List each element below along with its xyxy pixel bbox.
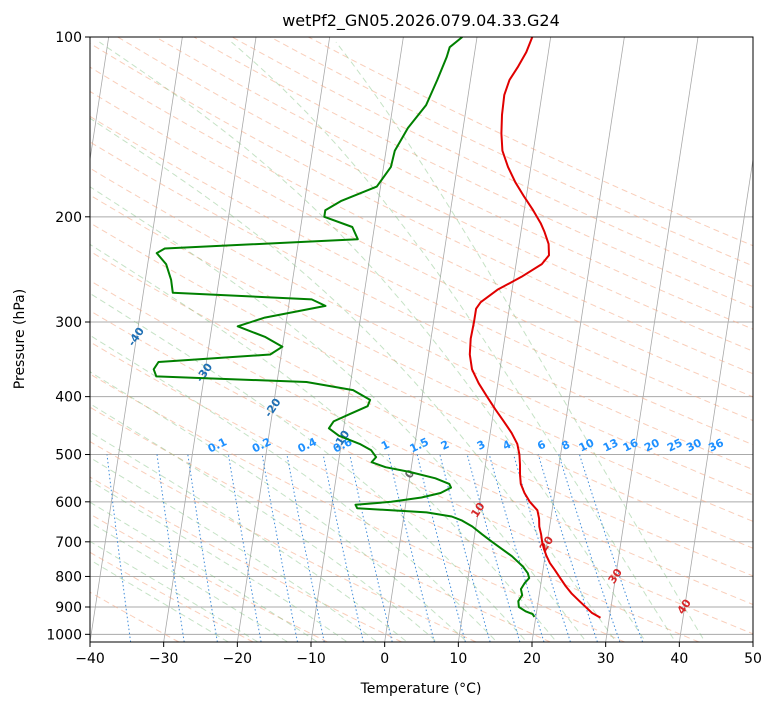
mixing-ratio-label: 30 xyxy=(684,436,704,455)
mixing-ratio-lines xyxy=(106,454,644,642)
x-tick-label: 30 xyxy=(597,651,615,667)
y-tick-label: 900 xyxy=(55,600,82,616)
mixing-ratio-label: 16 xyxy=(621,436,641,455)
x-tick-label: 20 xyxy=(523,651,541,667)
dry-adiabat-line xyxy=(90,194,753,522)
mixing-ratio-line xyxy=(349,454,393,642)
x-axis-label: Temperature (°C) xyxy=(360,681,482,697)
mixing-ratio-label: 13 xyxy=(601,436,620,454)
dry-adiabat-line xyxy=(90,406,551,642)
y-tick-label: 200 xyxy=(55,210,82,226)
x-tick-label: 0 xyxy=(380,651,389,667)
dry-adiabat-line xyxy=(90,310,753,635)
moist-adiabat-line xyxy=(90,501,319,642)
isotherm-line xyxy=(163,37,257,642)
mixing-ratio-line xyxy=(537,454,598,642)
dry-adiabat-line xyxy=(90,66,753,398)
dry-adiabat-line xyxy=(90,42,753,375)
dry-adiabat-line xyxy=(90,280,753,606)
dry-adiabat-line xyxy=(155,37,753,330)
isotherm-line xyxy=(90,37,183,642)
skewed-isotherms xyxy=(90,37,753,642)
x-tick-label: −20 xyxy=(223,651,253,667)
mixing-ratio-line xyxy=(466,454,521,642)
chart-title: wetPf2_GN05.2026.079.04.33.G24 xyxy=(282,11,560,31)
moist-adiabat-line xyxy=(90,117,617,642)
dry-adiabat-line xyxy=(90,250,753,577)
y-tick-label: 1000 xyxy=(46,627,82,643)
isotherm-line xyxy=(236,37,331,642)
dry-adiabat-line xyxy=(90,476,402,642)
x-tick-label: −40 xyxy=(75,651,105,667)
x-tick-label: 40 xyxy=(670,651,688,667)
y-axis-ticks: 100 200 300 400 500 600 700 800 900 1000 xyxy=(46,30,90,643)
y-tick-label: 800 xyxy=(55,569,82,585)
mixing-ratio-line xyxy=(558,454,621,642)
moist-adiabats xyxy=(90,41,706,642)
dry-adiabats xyxy=(90,37,753,642)
moist-adiabat-line xyxy=(335,41,706,642)
moist-adiabat-line xyxy=(90,243,558,642)
dry-adiabat-line xyxy=(90,141,753,471)
mixing-ratio-line xyxy=(416,454,466,642)
isotherm-line xyxy=(457,37,552,642)
dry-adiabat-line xyxy=(193,37,753,309)
y-tick-label: 700 xyxy=(55,535,82,551)
mixing-ratio-line xyxy=(439,454,491,642)
mixing-ratio-label: 25 xyxy=(665,436,684,454)
moist-adiabat-line xyxy=(90,456,379,642)
mixing-ratio-line xyxy=(322,454,364,642)
x-tick-label: 10 xyxy=(449,651,467,667)
isotherm-line xyxy=(384,37,478,642)
moist-adiabat-line xyxy=(90,371,468,642)
moist-adiabat-line xyxy=(231,41,677,642)
isotherm-line xyxy=(605,37,699,642)
isotherm-line xyxy=(90,37,110,163)
dry-adiabat-line xyxy=(90,167,753,496)
moist-adiabat-line xyxy=(90,186,588,642)
dry-adiabat-line xyxy=(90,373,625,642)
mixing-ratio-line xyxy=(579,454,644,642)
moist-adiabat-line xyxy=(90,431,408,642)
isotherm-line xyxy=(310,37,404,642)
x-tick-label: −10 xyxy=(296,651,326,667)
x-tick-label: 50 xyxy=(744,651,762,667)
dewpoint-profile-line xyxy=(152,37,536,618)
moist-adiabat-line xyxy=(90,480,349,642)
x-axis-ticks: −40 −30 −20 −10 0 10 20 30 40 50 xyxy=(75,642,762,667)
y-axis-label: Pressure (hPa) xyxy=(12,289,28,389)
sounding-profiles xyxy=(152,37,601,619)
moist-adiabat-line xyxy=(90,521,289,642)
dry-adiabat-line xyxy=(90,513,328,642)
isotherm-line xyxy=(678,156,753,642)
mixing-ratio-label: 36 xyxy=(706,436,726,455)
mixing-ratio-label: 20 xyxy=(642,436,662,455)
moist-adiabat-line xyxy=(90,540,259,642)
y-tick-label: 400 xyxy=(55,390,82,406)
temperature-profile-line xyxy=(468,37,601,619)
mixing-ratio-line xyxy=(286,454,325,642)
moist-adiabat-line xyxy=(90,559,230,642)
y-tick-label: 600 xyxy=(55,495,82,511)
plot-area: -100-90-80-70-60-50-40-30-20-10010203040… xyxy=(90,37,753,642)
moist-adiabat-line xyxy=(99,41,647,642)
dry-adiabat-line xyxy=(90,440,477,642)
moist-adiabat-line xyxy=(90,292,528,642)
y-tick-label: 100 xyxy=(55,30,82,46)
plot-frame xyxy=(89,36,754,643)
x-tick-label: −30 xyxy=(149,651,179,667)
mixing-ratio-label: 10 xyxy=(577,436,597,455)
y-tick-label: 500 xyxy=(55,448,82,464)
mixing-ratio-line xyxy=(388,454,435,642)
isotherm-line xyxy=(531,37,625,642)
y-tick-label: 300 xyxy=(55,315,82,331)
mixing-ratio-line xyxy=(513,454,571,642)
